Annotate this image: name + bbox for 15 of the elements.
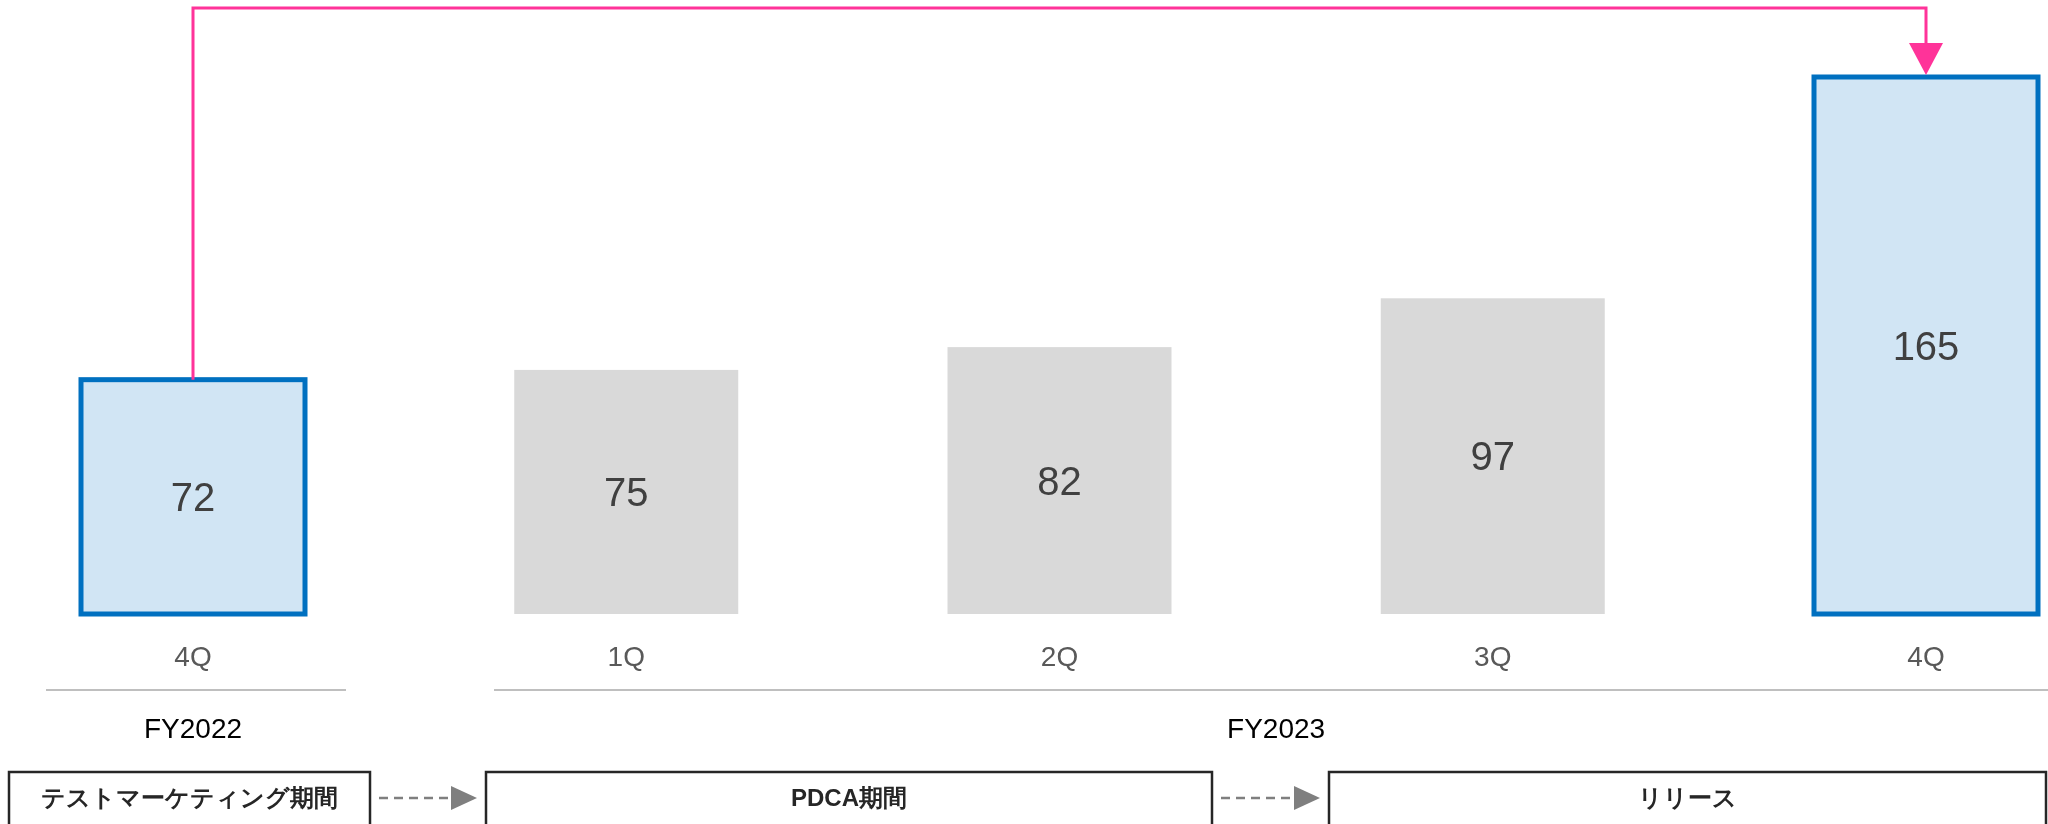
x-tick-label: 1Q — [607, 641, 645, 672]
data-label: 97 — [1470, 434, 1515, 479]
text: PDCA期間 — [790, 784, 908, 811]
text: FY2022 — [143, 713, 243, 744]
x-tick-label: 4Q — [174, 641, 212, 672]
data-label: 82 — [1037, 458, 1082, 503]
text: リリース — [1638, 784, 1737, 811]
text: テストマーケティング期間 — [41, 784, 338, 811]
x-tick-label: 4Q — [1907, 641, 1945, 672]
data-label: 165 — [1892, 323, 1960, 368]
data-label: 75 — [604, 469, 649, 514]
text: FY2023 — [1227, 713, 1326, 744]
x-tick-label: 2Q — [1040, 641, 1079, 672]
data-label: 72 — [170, 474, 216, 519]
x-tick-label: 3Q — [1474, 641, 1512, 672]
